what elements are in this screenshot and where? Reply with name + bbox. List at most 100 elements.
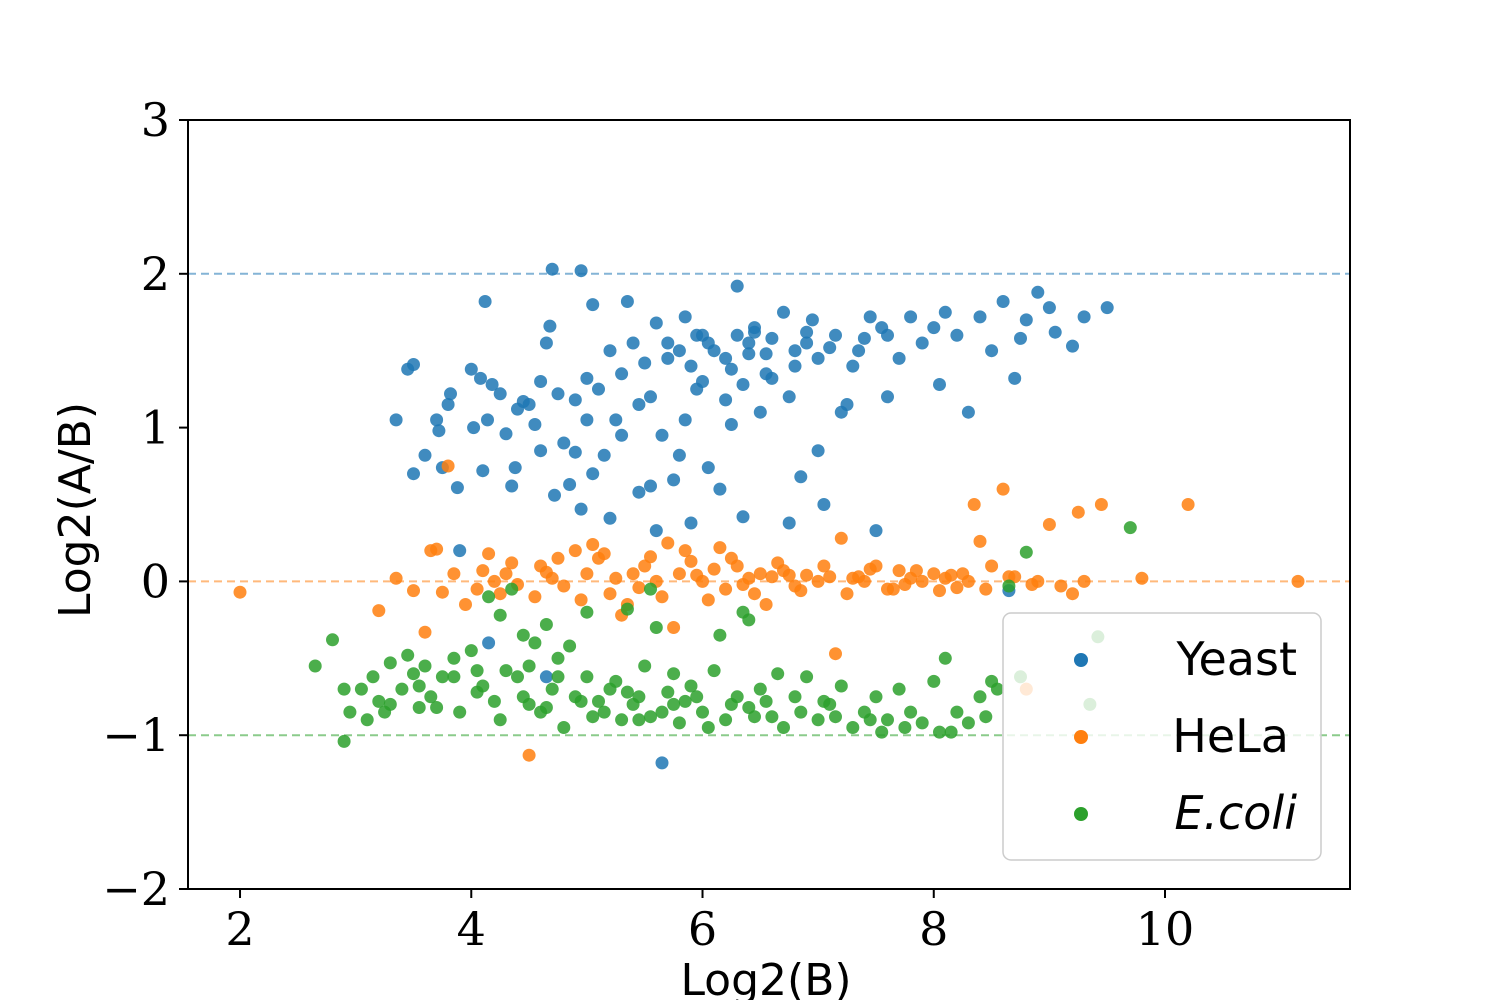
data-point <box>759 367 773 381</box>
data-point <box>545 262 559 276</box>
data-point <box>800 336 814 350</box>
data-point <box>771 556 785 570</box>
data-point <box>528 590 542 604</box>
data-point <box>672 567 686 581</box>
data-point <box>412 679 426 693</box>
data-point <box>753 567 767 581</box>
data-point <box>748 710 761 724</box>
data-point <box>481 413 494 427</box>
data-point <box>724 418 738 431</box>
data-point <box>719 582 733 596</box>
data-point <box>892 564 906 578</box>
data-point <box>450 481 464 495</box>
data-point <box>817 498 831 511</box>
data-point <box>1066 339 1079 353</box>
data-point <box>395 682 409 696</box>
data-point <box>678 544 692 558</box>
data-point <box>528 418 542 431</box>
data-point <box>985 344 999 358</box>
data-point <box>574 593 588 607</box>
data-point <box>539 336 553 350</box>
data-point <box>343 705 357 719</box>
data-point <box>580 413 594 427</box>
data-point <box>499 664 513 678</box>
data-point <box>563 639 577 653</box>
data-point <box>435 585 449 599</box>
y-tick-label: −2 <box>102 862 170 916</box>
data-point <box>927 567 941 581</box>
data-point <box>863 562 877 576</box>
data-point <box>499 427 513 441</box>
x-tick-label: 8 <box>919 902 948 956</box>
data-point <box>701 336 715 350</box>
data-point <box>557 436 571 450</box>
data-point <box>661 336 675 350</box>
data-point <box>956 567 970 581</box>
plot-frame <box>187 119 1351 890</box>
data-point <box>551 670 565 684</box>
data-point <box>690 382 704 396</box>
data-point <box>534 444 548 458</box>
legend-marker-yeast <box>1074 653 1088 667</box>
data-point <box>609 413 623 427</box>
data-point <box>748 587 761 601</box>
data-point <box>447 670 461 684</box>
data-point <box>765 570 779 584</box>
data-point <box>904 705 918 719</box>
data-point <box>863 713 877 727</box>
legend-box <box>1002 612 1322 861</box>
data-point <box>476 564 490 578</box>
data-point <box>580 371 594 385</box>
data-point <box>1054 579 1068 593</box>
data-point <box>869 524 883 538</box>
data-point <box>516 690 530 704</box>
data-point <box>632 485 646 499</box>
data-point <box>389 571 403 585</box>
data-point <box>1002 579 1016 593</box>
y-tick-label: 0 <box>141 554 170 608</box>
data-point <box>326 633 339 647</box>
data-point <box>638 659 652 673</box>
legend: Yeast HeLa E.coli <box>1002 612 1322 861</box>
data-point <box>915 574 929 588</box>
data-point <box>551 387 565 401</box>
data-point <box>892 682 906 696</box>
data-point <box>759 347 773 361</box>
data-point <box>748 325 761 339</box>
data-point <box>996 295 1010 308</box>
data-point <box>586 538 600 551</box>
data-point <box>713 482 727 496</box>
data-point <box>730 279 744 293</box>
data-point <box>990 682 1004 696</box>
data-point <box>568 544 582 558</box>
data-point <box>548 488 561 502</box>
data-point <box>655 705 669 719</box>
legend-label-yeast: Yeast <box>1176 632 1297 686</box>
data-point <box>435 670 449 684</box>
data-point <box>678 694 692 708</box>
data-point <box>476 679 490 693</box>
data-point <box>609 674 623 688</box>
data-point <box>950 581 964 595</box>
data-point <box>644 550 657 564</box>
x-axis-label: Log2(B) <box>680 955 851 1000</box>
legend-marker-ecoli <box>1074 807 1088 821</box>
data-point <box>927 321 941 335</box>
data-point <box>950 328 964 342</box>
data-point <box>441 398 455 411</box>
data-point <box>508 461 522 475</box>
data-point <box>597 547 611 561</box>
data-point <box>805 313 819 327</box>
data-point <box>684 516 698 530</box>
data-point <box>487 574 501 588</box>
data-point <box>736 378 750 391</box>
data-point <box>459 598 472 611</box>
data-point <box>444 387 457 401</box>
data-point <box>424 690 438 704</box>
data-point <box>892 351 906 365</box>
data-point <box>829 647 842 661</box>
data-point <box>644 479 657 493</box>
data-point <box>678 310 692 324</box>
data-point <box>337 682 351 696</box>
